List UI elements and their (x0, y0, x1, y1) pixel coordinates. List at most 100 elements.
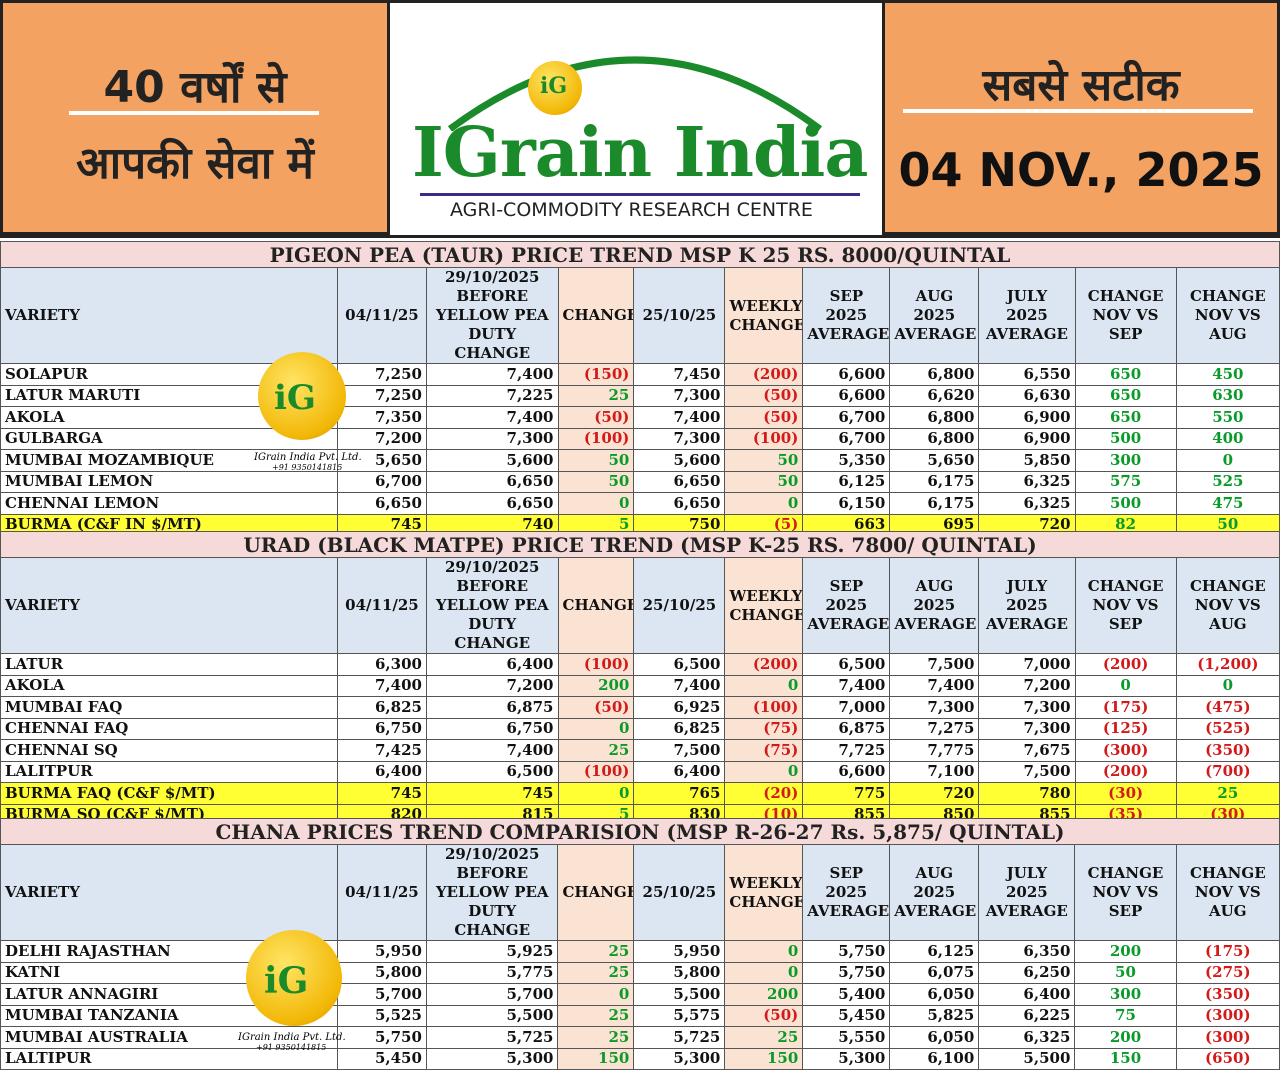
price-cell: 6,175 (889, 492, 980, 515)
variety-name: MUMBAI AUSTRALIA (0, 1026, 338, 1049)
price-cell: 6,175 (889, 470, 980, 493)
column-header: CHANGE (557, 844, 635, 941)
column-header: 29/10/2025 BEFORE YELLOW PEA DUTY CHANGE (425, 267, 559, 364)
table-row: MUMBAI FAQ 6,825 6,875 (50) 6,925 (100) 7,000 7… (0, 696, 1280, 719)
price-table: CHANA PRICES TREND COMPARISION (MSP R-26… (0, 818, 1280, 1070)
price-table: URAD (BLACK MATPE) PRICE TREND (MSP K-25… (0, 531, 1280, 826)
price-cell: 50 (557, 470, 635, 493)
column-header: 29/10/2025 BEFORE YELLOW PEA DUTY CHANGE (425, 557, 559, 654)
price-cell: 25 (557, 739, 635, 762)
price-cell: 5,925 (425, 940, 559, 963)
price-cell: 25 (1175, 782, 1280, 805)
price-cell: 0 (724, 492, 804, 515)
price-cell: 50 (724, 470, 804, 493)
price-cell: 740 (425, 513, 559, 536)
price-cell: 0 (1175, 674, 1280, 697)
column-header: JULY 2025 AVERAGE (978, 844, 1076, 941)
price-cell: 575 (1074, 470, 1177, 493)
price-cell: 5,300 (425, 1047, 559, 1070)
price-cell: 663 (802, 513, 891, 536)
price-cell: 6,630 (978, 384, 1076, 407)
price-cell: 650 (1074, 406, 1177, 429)
price-cell: 7,775 (889, 739, 980, 762)
column-header: WEEKLY CHANGE (724, 844, 804, 941)
price-cell: (650) (1175, 1047, 1280, 1070)
table-row: MUMBAI AUSTRALIA 5,750 5,725 25 5,725 25 5,550… (0, 1026, 1280, 1049)
price-cell: 5,350 (802, 449, 891, 472)
price-cell: 7,400 (425, 739, 559, 762)
price-cell: 6,325 (978, 470, 1076, 493)
price-cell: 300 (1074, 983, 1177, 1006)
arch-icon (447, 56, 823, 131)
price-cell: 7,275 (889, 717, 980, 740)
price-cell: 5,500 (425, 1004, 559, 1027)
price-cell: 5,950 (633, 940, 726, 963)
price-cell: 7,300 (633, 427, 726, 450)
price-cell: 500 (1074, 492, 1177, 515)
price-cell: 6,825 (633, 717, 726, 740)
price-cell: 5,450 (336, 1047, 427, 1070)
price-cell: 630 (1175, 384, 1280, 407)
price-cell: 7,300 (889, 696, 980, 719)
price-cell: 6,500 (802, 653, 891, 676)
price-cell: 6,075 (889, 961, 980, 984)
variety-name: MUMBAI FAQ (0, 696, 338, 719)
price-cell: 650 (1074, 363, 1177, 386)
price-cell: (75) (724, 739, 804, 762)
price-cell: 6,650 (425, 470, 559, 493)
table-row: DELHI RAJASTHAN 5,950 5,925 25 5,950 0 5,750 6,… (0, 940, 1280, 963)
price-cell: 5,700 (336, 983, 427, 1006)
price-cell: 7,200 (425, 674, 559, 697)
price-cell: 720 (889, 782, 980, 805)
price-table: PIGEON PEA (TAUR) PRICE TREND MSP K 25 R… (0, 241, 1280, 536)
price-cell: 5,725 (633, 1026, 726, 1049)
price-cell: 5,450 (802, 1004, 891, 1027)
price-cell: 6,125 (889, 940, 980, 963)
table-row: SOLAPUR 7,250 7,400 (150) 7,450 (200) 6,600 6,8… (0, 363, 1280, 386)
column-header: CHANGE NOV VS SEP (1074, 557, 1177, 654)
price-cell: 780 (978, 782, 1076, 805)
column-header: 04/11/25 (336, 267, 427, 364)
table-row: LALITPUR 6,400 6,500 (100) 6,400 0 6,600 7,100 7… (0, 760, 1280, 783)
price-cell: (200) (1074, 653, 1177, 676)
price-cell: (100) (557, 427, 635, 450)
price-cell: (175) (1074, 696, 1177, 719)
price-cell: 7,000 (802, 696, 891, 719)
column-header: WEEKLY CHANGE (724, 557, 804, 654)
price-cell: 5,825 (889, 1004, 980, 1027)
column-header: CHANGE NOV VS AUG (1175, 557, 1280, 654)
column-header: JULY 2025 AVERAGE (978, 267, 1076, 364)
logo-icon (258, 352, 346, 440)
price-cell: 6,400 (425, 653, 559, 676)
price-cell: 745 (336, 782, 427, 805)
price-cell: 450 (1175, 363, 1280, 386)
price-cell: 6,750 (425, 717, 559, 740)
price-cell: 6,050 (889, 1026, 980, 1049)
price-cell: 6,500 (425, 760, 559, 783)
price-cell: (275) (1175, 961, 1280, 984)
price-cell: 7,300 (425, 427, 559, 450)
table-row: AKOLA 7,350 7,400 (50) 7,400 (50) 6,700 6,800 6,… (0, 406, 1280, 429)
column-header: SEP 2025 AVERAGE (802, 844, 891, 941)
price-cell: 7,425 (336, 739, 427, 762)
column-header: 25/10/25 (633, 267, 726, 364)
price-cell: (300) (1175, 1004, 1280, 1027)
column-header: VARIETY (0, 557, 338, 654)
left-slogan-panel: 40 वर्षों से आपकी सेवा में (0, 0, 390, 235)
watermark-caption: IGrain India Pvt. Ltd. +91 9350141815 (238, 1032, 346, 1052)
section-title: PIGEON PEA (TAUR) PRICE TREND MSP K 25 R… (0, 241, 1280, 268)
price-cell: (175) (1175, 940, 1280, 963)
price-cell: (300) (1074, 739, 1177, 762)
column-header: WEEKLY CHANGE (724, 267, 804, 364)
price-cell: 5,700 (425, 983, 559, 1006)
price-cell: 500 (1074, 427, 1177, 450)
price-cell: 6,650 (425, 492, 559, 515)
price-cell: 6,750 (336, 717, 427, 740)
table-row: AKOLA 7,400 7,200 200 7,400 0 7,400 7,400 7,200 0… (0, 674, 1280, 697)
price-cell: 745 (425, 782, 559, 805)
price-cell: 6,325 (978, 1026, 1076, 1049)
variety-name: MUMBAI TANZANIA (0, 1004, 338, 1027)
price-cell: 6,650 (336, 492, 427, 515)
right-date-panel: सबसे सटीक 04 NOV., 2025 (882, 0, 1280, 235)
price-cell: 7,350 (336, 406, 427, 429)
